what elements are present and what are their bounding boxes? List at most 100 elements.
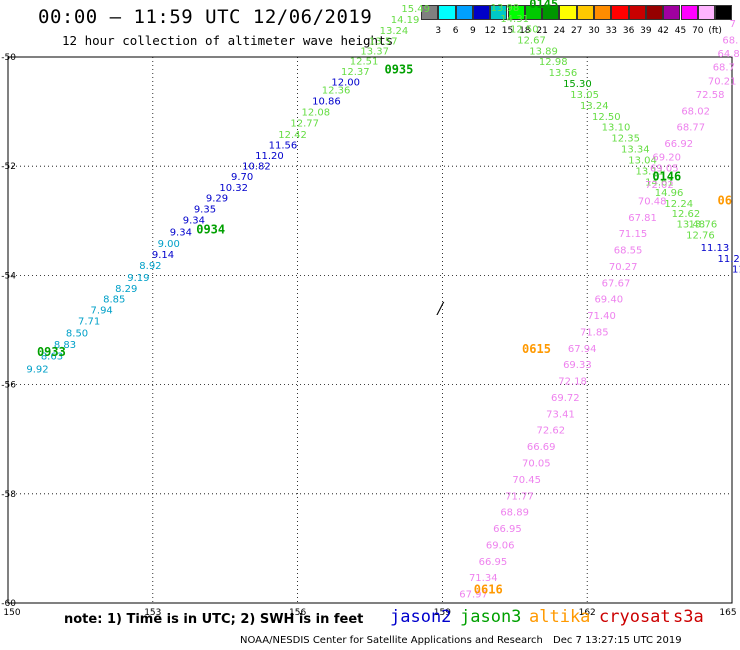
color-swatch <box>421 5 439 20</box>
color-scale-label: (ft) <box>708 26 722 36</box>
wave-height-value: 11.56 <box>269 141 298 152</box>
wave-height-value: 64.8 <box>718 49 740 60</box>
wave-height-value: 9.14 <box>152 250 174 261</box>
color-swatch <box>524 5 543 20</box>
color-swatch <box>594 5 612 20</box>
wave-height-value: 12.62 <box>672 209 701 220</box>
color-scale-label: 70 <box>692 26 704 36</box>
lon-tick-label: 162 <box>579 608 596 618</box>
wave-height-value: 8.63 <box>41 351 63 362</box>
lon-tick-label: 159 <box>434 608 451 618</box>
pass-time-label: 0616 <box>474 583 503 597</box>
lat-tick-label: -54 <box>1 271 16 281</box>
legend-jason3: jason3 <box>460 607 522 627</box>
wave-height-value: 71.85 <box>580 327 609 338</box>
wave-height-value: 14.96 <box>655 188 684 199</box>
wave-height-value: 7.94 <box>91 306 113 317</box>
color-scale-label: 18 <box>519 26 531 36</box>
wave-height-value: 11. <box>732 265 740 276</box>
color-scale-label: 9 <box>470 26 476 36</box>
lat-tick-label: -60 <box>1 599 16 609</box>
wave-height-value: 12.36 <box>322 86 351 97</box>
wave-height-value: 12.35 <box>611 134 640 145</box>
color-swatch <box>611 5 629 20</box>
wave-height-value: 67.67 <box>602 278 631 289</box>
wave-height-value: 66.95 <box>493 524 522 535</box>
wave-height-value: 72.02 <box>645 180 674 191</box>
wave-height-value: 70.45 <box>512 475 541 486</box>
wave-height-value: 14.61 <box>645 177 674 188</box>
color-swatch <box>455 5 473 20</box>
wave-height-value: 70.27 <box>609 262 638 273</box>
wave-height-value: 12.37 <box>341 67 370 78</box>
wave-height-value: 72.62 <box>537 426 566 437</box>
wave-height-value: 68. <box>722 35 738 46</box>
wave-height-value: 68.77 <box>676 123 705 134</box>
land-outline: ∕ <box>436 299 445 318</box>
footnote: note: 1) Time is in UTC; 2) SWH is in fe… <box>64 612 364 627</box>
wave-height-value: 13.04 <box>628 155 657 166</box>
legend-jason2: jason2 <box>390 607 452 627</box>
footer-timestamp: Dec 7 13:27:15 UTC 2019 <box>553 635 682 646</box>
wave-height-value: 13.89 <box>529 46 558 57</box>
lat-tick-label: -50 <box>1 53 16 63</box>
color-swatch <box>472 5 491 20</box>
wave-height-value: 13.24 <box>380 26 409 37</box>
color-scale-label: 24 <box>553 26 566 36</box>
pass-time-label: 0934 <box>196 222 225 236</box>
color-scale-legend: 3 6 9 12 15 18 21 24 27 30 33 36 39 42 45 70 (ft) <box>421 5 733 39</box>
color-scale-label: 36 <box>622 26 635 36</box>
color-swatch <box>628 5 646 20</box>
pass-time-label: 0935 <box>384 62 413 76</box>
lat-tick-label: -58 <box>1 490 16 500</box>
wave-height-value: 9.19 <box>127 273 149 284</box>
wave-height-value: 69.33 <box>563 360 592 371</box>
color-swatch <box>715 5 733 20</box>
wave-height-value: 10.32 <box>219 183 248 194</box>
lat-tick-label: -56 <box>1 381 16 391</box>
wave-height-value: 15.49 <box>401 4 430 15</box>
wave-height-value: 69.06 <box>486 540 515 551</box>
wave-height-value: 9.70 <box>231 172 253 183</box>
wave-height-value: 67.81 <box>628 213 657 224</box>
wave-height-value: 13.76 <box>689 219 718 230</box>
wave-height-value: 13.10 <box>602 123 631 134</box>
wave-height-value: 13.24 <box>580 101 609 112</box>
color-scale-label: 12 <box>484 26 496 36</box>
lat-tick-label: -52 <box>1 162 16 172</box>
wave-height-value: 9.34 <box>170 228 192 239</box>
wave-height-value: 12.42 <box>278 130 307 141</box>
wave-height-value: 66.69 <box>527 442 556 453</box>
wave-height-value: 12.00 <box>331 77 360 88</box>
wave-height-value: 70.48 <box>638 196 667 207</box>
color-scale-label: 27 <box>570 26 583 36</box>
wave-height-value: 7.71 <box>78 317 100 328</box>
color-swatch <box>576 5 594 20</box>
color-swatch <box>438 5 456 20</box>
color-scale-label: 3 <box>435 26 442 36</box>
wave-height-value: 73.41 <box>546 409 575 420</box>
footer-credit: NOAA/NESDIS Center for Satellite Applica… <box>240 635 543 646</box>
color-scale-label: 42 <box>657 26 669 36</box>
wave-height-value: 70.21 <box>708 76 737 87</box>
color-scale-label: 6 <box>452 26 459 36</box>
pass-time-label: 06 <box>718 193 732 207</box>
wave-height-value: 13.57 <box>369 36 398 47</box>
wave-height-value: 14.31 <box>500 14 529 25</box>
wave-height-value: 71.77 <box>505 491 534 502</box>
wave-height-value: 13.98 <box>491 3 520 14</box>
wave-height-value: 11.13 <box>701 243 730 254</box>
wave-height-value: 10.82 <box>242 161 271 172</box>
wave-height-value: 12.67 <box>517 35 546 46</box>
wave-height-value: 72.18 <box>558 377 587 388</box>
pass-time-label: 0933 <box>37 345 66 359</box>
wave-height-value: 11.20 <box>255 151 284 162</box>
color-swatch <box>680 5 698 20</box>
subtitle: 12 hour collection of altimeter wave hei… <box>62 33 394 48</box>
wave-height-value: 15.30 <box>563 79 592 90</box>
color-scale-label: 30 <box>588 26 600 36</box>
wave-height-value: 70.05 <box>522 459 551 470</box>
wave-height-value: 8.83 <box>54 340 76 351</box>
wave-height-value: 67.97 <box>459 590 488 601</box>
